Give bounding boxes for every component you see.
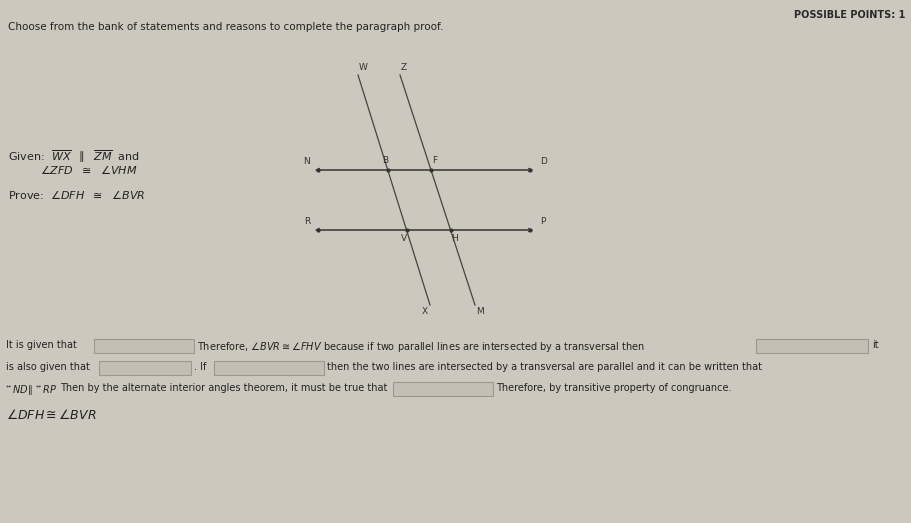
Text: . If: . If (194, 362, 206, 372)
Text: H: H (451, 234, 458, 243)
Text: P: P (539, 217, 545, 226)
Text: V: V (400, 234, 406, 243)
Bar (393, 382, 493, 396)
Bar (99, 361, 190, 375)
Text: $\overleftrightarrow{ND}$: $\overleftrightarrow{ND}$ (6, 383, 29, 395)
Text: Prove:  $\angle DFH$  $\cong$  $\angle BVR$: Prove: $\angle DFH$ $\cong$ $\angle BVR$ (8, 188, 145, 201)
Text: N: N (303, 157, 310, 166)
Text: Therefore, $\angle BVR \cong \angle FHV$ because if two parallel lines are inter: Therefore, $\angle BVR \cong \angle FHV$… (197, 340, 644, 354)
Text: R: R (303, 217, 310, 226)
Text: B: B (382, 156, 387, 165)
Text: Choose from the bank of statements and reasons to complete the paragraph proof.: Choose from the bank of statements and r… (8, 22, 443, 32)
Text: X: X (422, 307, 427, 316)
Text: is also given that: is also given that (6, 362, 90, 372)
Text: POSSIBLE POINTS: 1: POSSIBLE POINTS: 1 (793, 10, 904, 20)
Text: Therefore, by transitive property of congruance.: Therefore, by transitive property of con… (496, 383, 731, 393)
Text: Given:  $\overline{WX}$  $\parallel$  $\overline{ZM}$  and: Given: $\overline{WX}$ $\parallel$ $\ove… (8, 148, 139, 165)
Text: Z: Z (401, 63, 406, 72)
Text: M: M (476, 307, 483, 316)
Text: $\overleftrightarrow{RP}$: $\overleftrightarrow{RP}$ (36, 383, 57, 395)
Text: W: W (359, 63, 367, 72)
Bar (94, 339, 194, 353)
Bar (214, 361, 323, 375)
Text: $\angle ZFD$  $\cong$  $\angle VHM$: $\angle ZFD$ $\cong$ $\angle VHM$ (40, 163, 138, 176)
Text: $\parallel$: $\parallel$ (26, 383, 34, 397)
Text: It is given that: It is given that (6, 340, 77, 350)
Text: D: D (539, 157, 547, 166)
Text: $\angle DFH \cong \angle BVR$: $\angle DFH \cong \angle BVR$ (6, 408, 97, 422)
Text: F: F (432, 156, 436, 165)
Bar (755, 339, 867, 353)
Text: Then by the alternate interior angles theorem, it must be true that: Then by the alternate interior angles th… (60, 383, 387, 393)
Text: then the two lines are intersected by a transversal are parallel and it can be w: then the two lines are intersected by a … (327, 362, 762, 372)
Text: it: it (871, 340, 877, 350)
